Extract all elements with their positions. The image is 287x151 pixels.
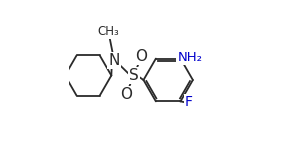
- Text: N: N: [109, 53, 120, 68]
- Text: O: O: [135, 49, 147, 64]
- Text: NH₂: NH₂: [177, 51, 202, 64]
- Text: O: O: [121, 87, 133, 102]
- Text: F: F: [185, 95, 193, 109]
- Text: CH₃: CH₃: [98, 25, 119, 38]
- Text: S: S: [129, 68, 139, 83]
